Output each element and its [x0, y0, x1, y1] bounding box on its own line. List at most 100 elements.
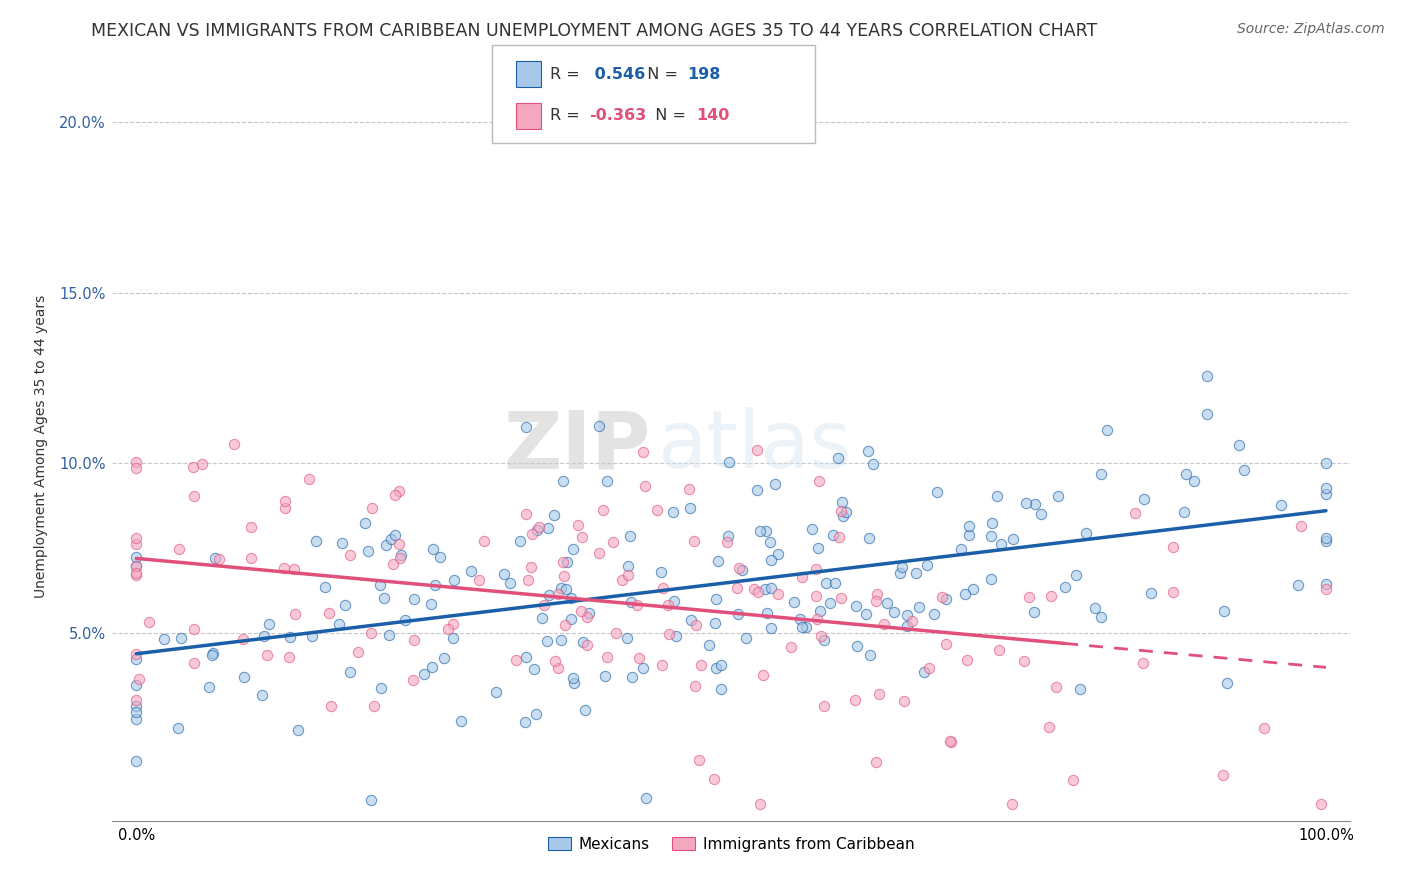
Point [859, 648, 882, 663]
Point [536, 634, 558, 648]
Point [1012, 654, 1035, 668]
Point [593, 669, 616, 683]
Point [717, 529, 740, 543]
Point [1045, 680, 1067, 694]
Point [1029, 507, 1052, 521]
Point [790, 620, 813, 634]
Point [360, 793, 382, 807]
Point [339, 665, 361, 680]
Point [547, 661, 569, 675]
Point [233, 670, 256, 684]
Point [957, 528, 980, 542]
Point [756, 606, 779, 620]
Point [1018, 590, 1040, 604]
Point [553, 569, 575, 583]
Point [441, 632, 464, 646]
Point [783, 595, 806, 609]
Point [576, 639, 599, 653]
Point [759, 621, 782, 635]
Point [166, 721, 188, 735]
Point [596, 649, 619, 664]
Point [908, 599, 931, 614]
Point [1163, 540, 1185, 554]
Point [1132, 491, 1154, 506]
Point [986, 490, 1008, 504]
Point [485, 685, 508, 699]
Point [1315, 481, 1337, 495]
Point [332, 535, 354, 549]
Point [381, 557, 404, 571]
Point [526, 523, 548, 537]
Point [191, 457, 214, 471]
Point [328, 617, 350, 632]
Point [360, 500, 382, 515]
Point [1315, 456, 1337, 470]
Text: atlas: atlas [657, 407, 851, 485]
Point [813, 698, 835, 713]
Point [856, 444, 879, 458]
Point [433, 650, 456, 665]
Point [305, 534, 328, 549]
Point [835, 505, 858, 519]
Point [1315, 487, 1337, 501]
Point [1175, 467, 1198, 481]
Point [1054, 581, 1077, 595]
Point [278, 630, 301, 644]
Point [208, 552, 231, 566]
Point [633, 445, 655, 459]
Point [551, 475, 574, 489]
Point [858, 531, 880, 545]
Point [987, 643, 1010, 657]
Point [232, 632, 254, 647]
Point [125, 712, 148, 726]
Point [373, 591, 395, 605]
Point [125, 568, 148, 582]
Text: -0.363: -0.363 [589, 109, 647, 123]
Point [828, 529, 851, 543]
Point [763, 476, 786, 491]
Point [283, 561, 305, 575]
Text: Source: ZipAtlas.com: Source: ZipAtlas.com [1237, 22, 1385, 37]
Point [792, 570, 814, 584]
Point [873, 616, 896, 631]
Point [554, 618, 576, 632]
Point [181, 459, 204, 474]
Point [250, 689, 273, 703]
Point [550, 633, 572, 648]
Point [627, 650, 650, 665]
Point [520, 559, 543, 574]
Point [1227, 438, 1250, 452]
Point [284, 607, 307, 622]
Point [981, 516, 1004, 530]
Point [389, 551, 412, 566]
Point [1046, 489, 1069, 503]
Point [844, 693, 866, 707]
Point [1289, 518, 1312, 533]
Point [922, 607, 945, 621]
Point [515, 420, 537, 434]
Point [1161, 585, 1184, 599]
Point [1197, 368, 1219, 383]
Point [222, 437, 245, 451]
Point [562, 542, 585, 557]
Point [794, 620, 817, 634]
Point [868, 687, 890, 701]
Point [419, 597, 441, 611]
Point [384, 488, 406, 502]
Point [319, 699, 342, 714]
Point [125, 652, 148, 666]
Point [378, 628, 401, 642]
Point [956, 653, 979, 667]
Point [574, 702, 596, 716]
Point [1173, 506, 1195, 520]
Point [1022, 605, 1045, 619]
Point [125, 558, 148, 573]
Point [801, 522, 824, 536]
Point [768, 547, 790, 561]
Point [818, 596, 841, 610]
Point [889, 566, 911, 580]
Point [634, 478, 657, 492]
Point [128, 672, 150, 686]
Point [347, 645, 370, 659]
Point [183, 656, 205, 670]
